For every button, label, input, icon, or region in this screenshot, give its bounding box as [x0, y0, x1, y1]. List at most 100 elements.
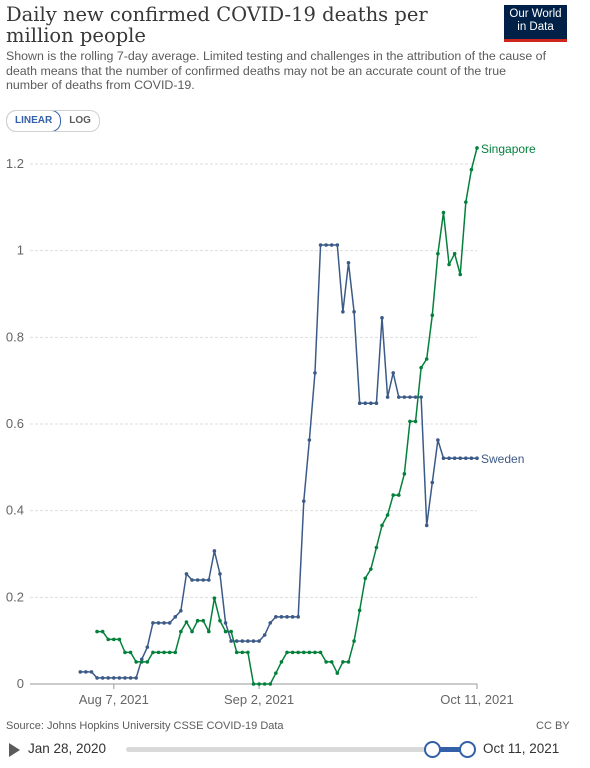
singapore-point: [464, 200, 468, 204]
sweden-point: [167, 621, 172, 625]
singapore-point: [95, 629, 99, 634]
sweden-point: [279, 615, 284, 619]
sweden-point: [341, 309, 345, 314]
timeline-track[interactable]: [126, 747, 466, 752]
play-icon[interactable]: [9, 743, 20, 757]
singapore-point: [167, 650, 172, 655]
singapore-point: [274, 671, 278, 675]
timeline: Jan 28, 2020 Oct 11, 2021: [0, 736, 590, 764]
singapore-point: [307, 650, 312, 655]
sweden-point: [285, 615, 289, 619]
sweden-point: [89, 670, 94, 674]
sweden-point: [307, 438, 312, 442]
sweden-point: [257, 639, 261, 643]
singapore-point: [301, 650, 306, 655]
sweden-point: [402, 395, 407, 399]
series-layer: [78, 146, 479, 686]
singapore-point: [296, 650, 301, 655]
y-tick-label: 0.8: [6, 329, 24, 344]
singapore-point: [100, 629, 105, 634]
y-tick-label: 0.4: [6, 503, 24, 518]
singapore-point: [391, 493, 395, 497]
logo-line-1: Our World: [509, 8, 562, 20]
sweden-point: [139, 657, 144, 662]
sweden-point: [329, 243, 334, 247]
sweden-point: [419, 395, 423, 399]
sweden-point: [78, 670, 83, 674]
sweden-point: [346, 261, 351, 265]
logo-line-2: in Data: [517, 21, 554, 33]
singapore-point: [424, 357, 429, 361]
log-scale-button[interactable]: LOG: [69, 115, 91, 126]
owid-logo[interactable]: Our World in Data: [504, 5, 567, 42]
sweden-point: [436, 438, 440, 442]
sweden-point: [447, 456, 451, 461]
singapore-point: [240, 650, 245, 655]
sweden-point: [335, 243, 340, 247]
singapore-point: [329, 660, 334, 664]
timeline-end-handle[interactable]: [459, 741, 476, 758]
sweden-point: [207, 578, 211, 582]
singapore-point: [162, 650, 166, 655]
sweden-point: [357, 401, 362, 406]
chart-subtitle: Shown is the rolling 7-day average. Limi…: [6, 49, 547, 92]
singapore-point: [419, 365, 423, 370]
x-tick-label: Sep 2, 2021: [224, 692, 294, 707]
timeline-start-label: Jan 28, 2020: [28, 741, 107, 756]
license-note[interactable]: CC BY: [536, 720, 570, 732]
sweden-point: [268, 621, 273, 625]
sweden-point: [184, 572, 189, 576]
sweden-point: [290, 615, 295, 619]
sweden-point: [100, 676, 105, 680]
singapore-point: [285, 650, 289, 655]
singapore-point: [369, 567, 373, 571]
sweden-point: [274, 615, 278, 619]
singapore-point: [402, 472, 407, 476]
x-tick-label: Aug 7, 2021: [79, 692, 149, 707]
grid-layer: [30, 163, 478, 689]
sweden-point: [413, 395, 418, 399]
sweden-point: [106, 676, 111, 680]
linear-scale-button[interactable]: LINEAR: [6, 111, 62, 131]
singapore-point: [396, 493, 401, 497]
sweden-point: [95, 676, 99, 680]
singapore-point: [195, 618, 200, 623]
singapore-point: [190, 629, 194, 634]
sweden-point: [313, 371, 317, 375]
sweden-point: [296, 615, 301, 619]
label-layer: 0 0.2 0.4 0.6 0.8 1 1.2 Aug 7, 2021 Sep 2, 2021 O…: [6, 142, 536, 707]
sweden-point: [374, 401, 379, 406]
sweden-point: [179, 608, 183, 613]
sweden-point: [251, 639, 256, 643]
singapore-point: [229, 629, 233, 634]
sweden-point: [408, 395, 412, 399]
sweden-point: [234, 639, 239, 643]
singapore-point: [268, 682, 273, 686]
sweden-point: [156, 621, 161, 625]
singapore-point: [251, 682, 256, 686]
sweden-point: [464, 456, 468, 461]
singapore-point: [441, 210, 446, 215]
singapore-point: [134, 660, 138, 664]
sweden-point: [151, 621, 155, 625]
source-note[interactable]: Source: Johns Hopkins University CSSE CO…: [6, 720, 284, 732]
singapore-point: [324, 660, 328, 664]
singapore-point: [117, 637, 122, 642]
sweden-point: [424, 523, 429, 528]
singapore-point: [469, 167, 474, 172]
sweden-point: [469, 456, 474, 461]
singapore-point: [436, 251, 440, 256]
singapore-point: [106, 637, 111, 642]
timeline-start-handle[interactable]: [424, 741, 441, 758]
sweden-point: [385, 395, 390, 399]
timeline-selected-range: [432, 747, 466, 752]
singapore-point: [346, 660, 351, 664]
singapore-point: [151, 650, 155, 655]
sweden-point: [123, 676, 127, 680]
sweden-series-label: Sweden: [481, 452, 524, 466]
sweden-point: [441, 456, 446, 461]
x-tick-label: Oct 11, 2021: [440, 692, 513, 707]
sweden-point: [391, 371, 395, 375]
sweden-point: [134, 676, 138, 680]
singapore-point: [475, 146, 479, 150]
